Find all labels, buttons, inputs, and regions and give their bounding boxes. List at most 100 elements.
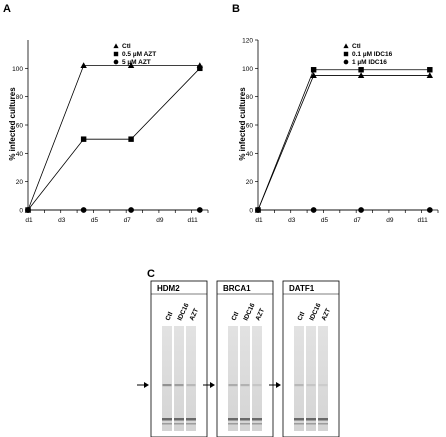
specific-band bbox=[306, 384, 316, 387]
blot-lane bbox=[294, 326, 304, 431]
panel-b-data-point bbox=[358, 67, 364, 73]
loading-band bbox=[252, 418, 262, 421]
panel-b-data-point bbox=[310, 207, 317, 213]
loading-band bbox=[162, 423, 172, 425]
panel-b-y-tick-label: 0 bbox=[249, 208, 253, 215]
loading-band bbox=[186, 423, 196, 425]
panel-b-data-point bbox=[426, 207, 433, 213]
panel-a-axes: 0 20 40 60 80 100 d1 d3 d5 d7 d9 d11 bbox=[12, 40, 209, 224]
blot-lane bbox=[240, 326, 250, 431]
panel-a-data-point bbox=[128, 207, 134, 213]
panel-b-series-circle bbox=[255, 207, 433, 213]
panel-b-legend-label: Ctl bbox=[352, 43, 361, 50]
loading-band bbox=[294, 423, 304, 425]
loading-band bbox=[174, 423, 184, 425]
panel-a-y-tick-label: 40 bbox=[16, 151, 24, 158]
specific-band bbox=[162, 384, 172, 387]
panel-b-data-point bbox=[255, 207, 261, 213]
panel-a-data-point bbox=[196, 207, 203, 213]
loading-band bbox=[228, 418, 238, 421]
panel-a-legend-marker bbox=[113, 51, 119, 57]
lane-label: AZT bbox=[188, 307, 200, 321]
panel-a-y-axis-label: % infected cultures bbox=[8, 87, 17, 161]
loading-band bbox=[306, 418, 316, 421]
loading-band bbox=[240, 418, 250, 421]
loading-band bbox=[240, 423, 250, 425]
blot-lane bbox=[174, 326, 184, 431]
panel-a-label: A bbox=[3, 3, 11, 15]
blot-lane bbox=[228, 326, 238, 431]
panel-b-legend-label: 1 µM IDC16 bbox=[352, 59, 387, 66]
panel-b: B % infected cultures 0 20 40 60 80 100 120 d1 d… bbox=[232, 3, 439, 224]
panel-a-series-circle bbox=[25, 207, 203, 213]
panel-a-data-point bbox=[80, 207, 87, 213]
panel-b-x-tick-label: d9 bbox=[386, 217, 394, 224]
specific-band bbox=[318, 384, 328, 387]
loading-band bbox=[294, 418, 304, 421]
band-arrow bbox=[137, 382, 149, 388]
blot-lane bbox=[252, 326, 262, 431]
blot-lane bbox=[318, 326, 328, 431]
panel-a-series-line bbox=[27, 68, 201, 211]
blot-title: BRCA1 bbox=[223, 284, 251, 293]
panel-b-series-square bbox=[255, 67, 433, 213]
panel-a-x-tick-label: d1 bbox=[25, 217, 33, 224]
panel-a-series-square bbox=[25, 65, 203, 213]
panel-b-x-tick-label: d3 bbox=[288, 217, 296, 224]
panel-a-y-tick-label: 80 bbox=[16, 94, 24, 101]
loading-band bbox=[306, 423, 316, 425]
panel-a-series-triangle bbox=[24, 62, 204, 213]
lane-label: Ctl bbox=[296, 311, 306, 322]
specific-band bbox=[186, 384, 196, 387]
panel-a-series-line bbox=[27, 65, 200, 211]
panel-b-data-point bbox=[310, 67, 317, 73]
band-arrow bbox=[269, 382, 281, 388]
panel-c-label: C bbox=[147, 268, 155, 280]
panel-b-legend-marker bbox=[343, 43, 349, 49]
lane-label: AZT bbox=[254, 307, 266, 321]
panel-a: A % infected cultures 0 20 40 60 80 100 d1 d3 d5… bbox=[3, 3, 209, 224]
panel-a-data-point bbox=[80, 62, 87, 69]
panel-b-y-tick-label: 100 bbox=[242, 66, 253, 73]
blot-lane bbox=[162, 326, 172, 431]
panel-b-y-tick-label: 80 bbox=[246, 94, 254, 101]
panel-a-y-tick-label: 0 bbox=[19, 208, 23, 215]
specific-band bbox=[174, 384, 184, 387]
panel-a-y-tick-label: 100 bbox=[12, 66, 23, 73]
panel-b-label: B bbox=[232, 3, 240, 15]
panel-b-x-tick-label: d1 bbox=[255, 217, 263, 224]
loading-band bbox=[318, 418, 328, 421]
panel-b-y-tick-label: 40 bbox=[246, 151, 254, 158]
panel-a-data-point bbox=[80, 136, 87, 142]
panel-a-x-tick-label: d7 bbox=[124, 217, 132, 224]
panel-a-y-tick-label: 20 bbox=[16, 179, 24, 186]
panel-b-axes: 0 20 40 60 80 100 120 d1 d3 d5 d7 d9 d11 bbox=[242, 38, 439, 224]
loading-band bbox=[174, 418, 184, 421]
panel-b-y-tick-label: 120 bbox=[242, 38, 253, 45]
panel-a-data-point bbox=[197, 65, 203, 72]
loading-band bbox=[186, 418, 196, 421]
blot-lane bbox=[306, 326, 316, 431]
lane-label: Ctl bbox=[164, 311, 174, 322]
panel-b-legend-marker bbox=[343, 51, 349, 57]
panel-a-series bbox=[24, 62, 204, 213]
panel-a-x-tick-label: d9 bbox=[156, 217, 164, 224]
panel-b-data-point bbox=[358, 207, 364, 213]
panel-b-data-point bbox=[427, 67, 433, 73]
loading-band bbox=[162, 418, 172, 421]
panel-b-legend-label: 0.1 µM IDC16 bbox=[352, 51, 393, 58]
loading-band bbox=[318, 423, 328, 425]
panel-b-data-point bbox=[357, 72, 365, 78]
panel-b-series-triangle bbox=[254, 72, 434, 213]
panel-a-data-point bbox=[25, 207, 31, 213]
panel-a-legend-label: Ctl bbox=[122, 43, 131, 50]
panel-a-legend-marker bbox=[113, 43, 119, 49]
panel-b-y-tick-label: 20 bbox=[246, 179, 254, 186]
blot-lane bbox=[186, 326, 196, 431]
